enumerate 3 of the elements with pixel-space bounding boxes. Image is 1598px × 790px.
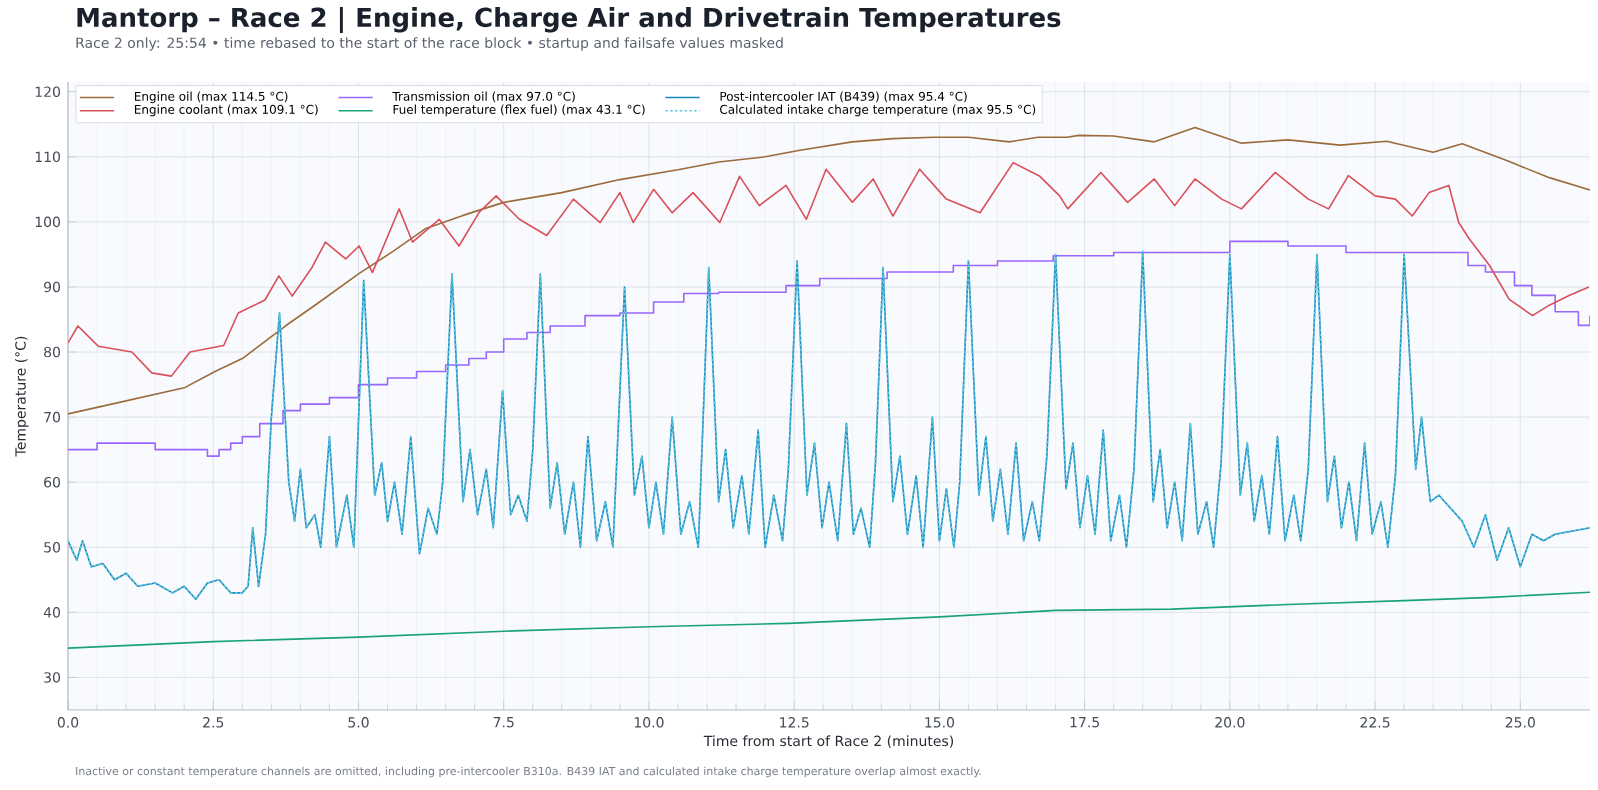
line-series [68, 161, 1590, 377]
line-series [68, 591, 1591, 649]
chart-title: Mantorp – Race 2 | Engine, Charge Air and Drivetrain Temperatures [77, 6, 1061, 33]
